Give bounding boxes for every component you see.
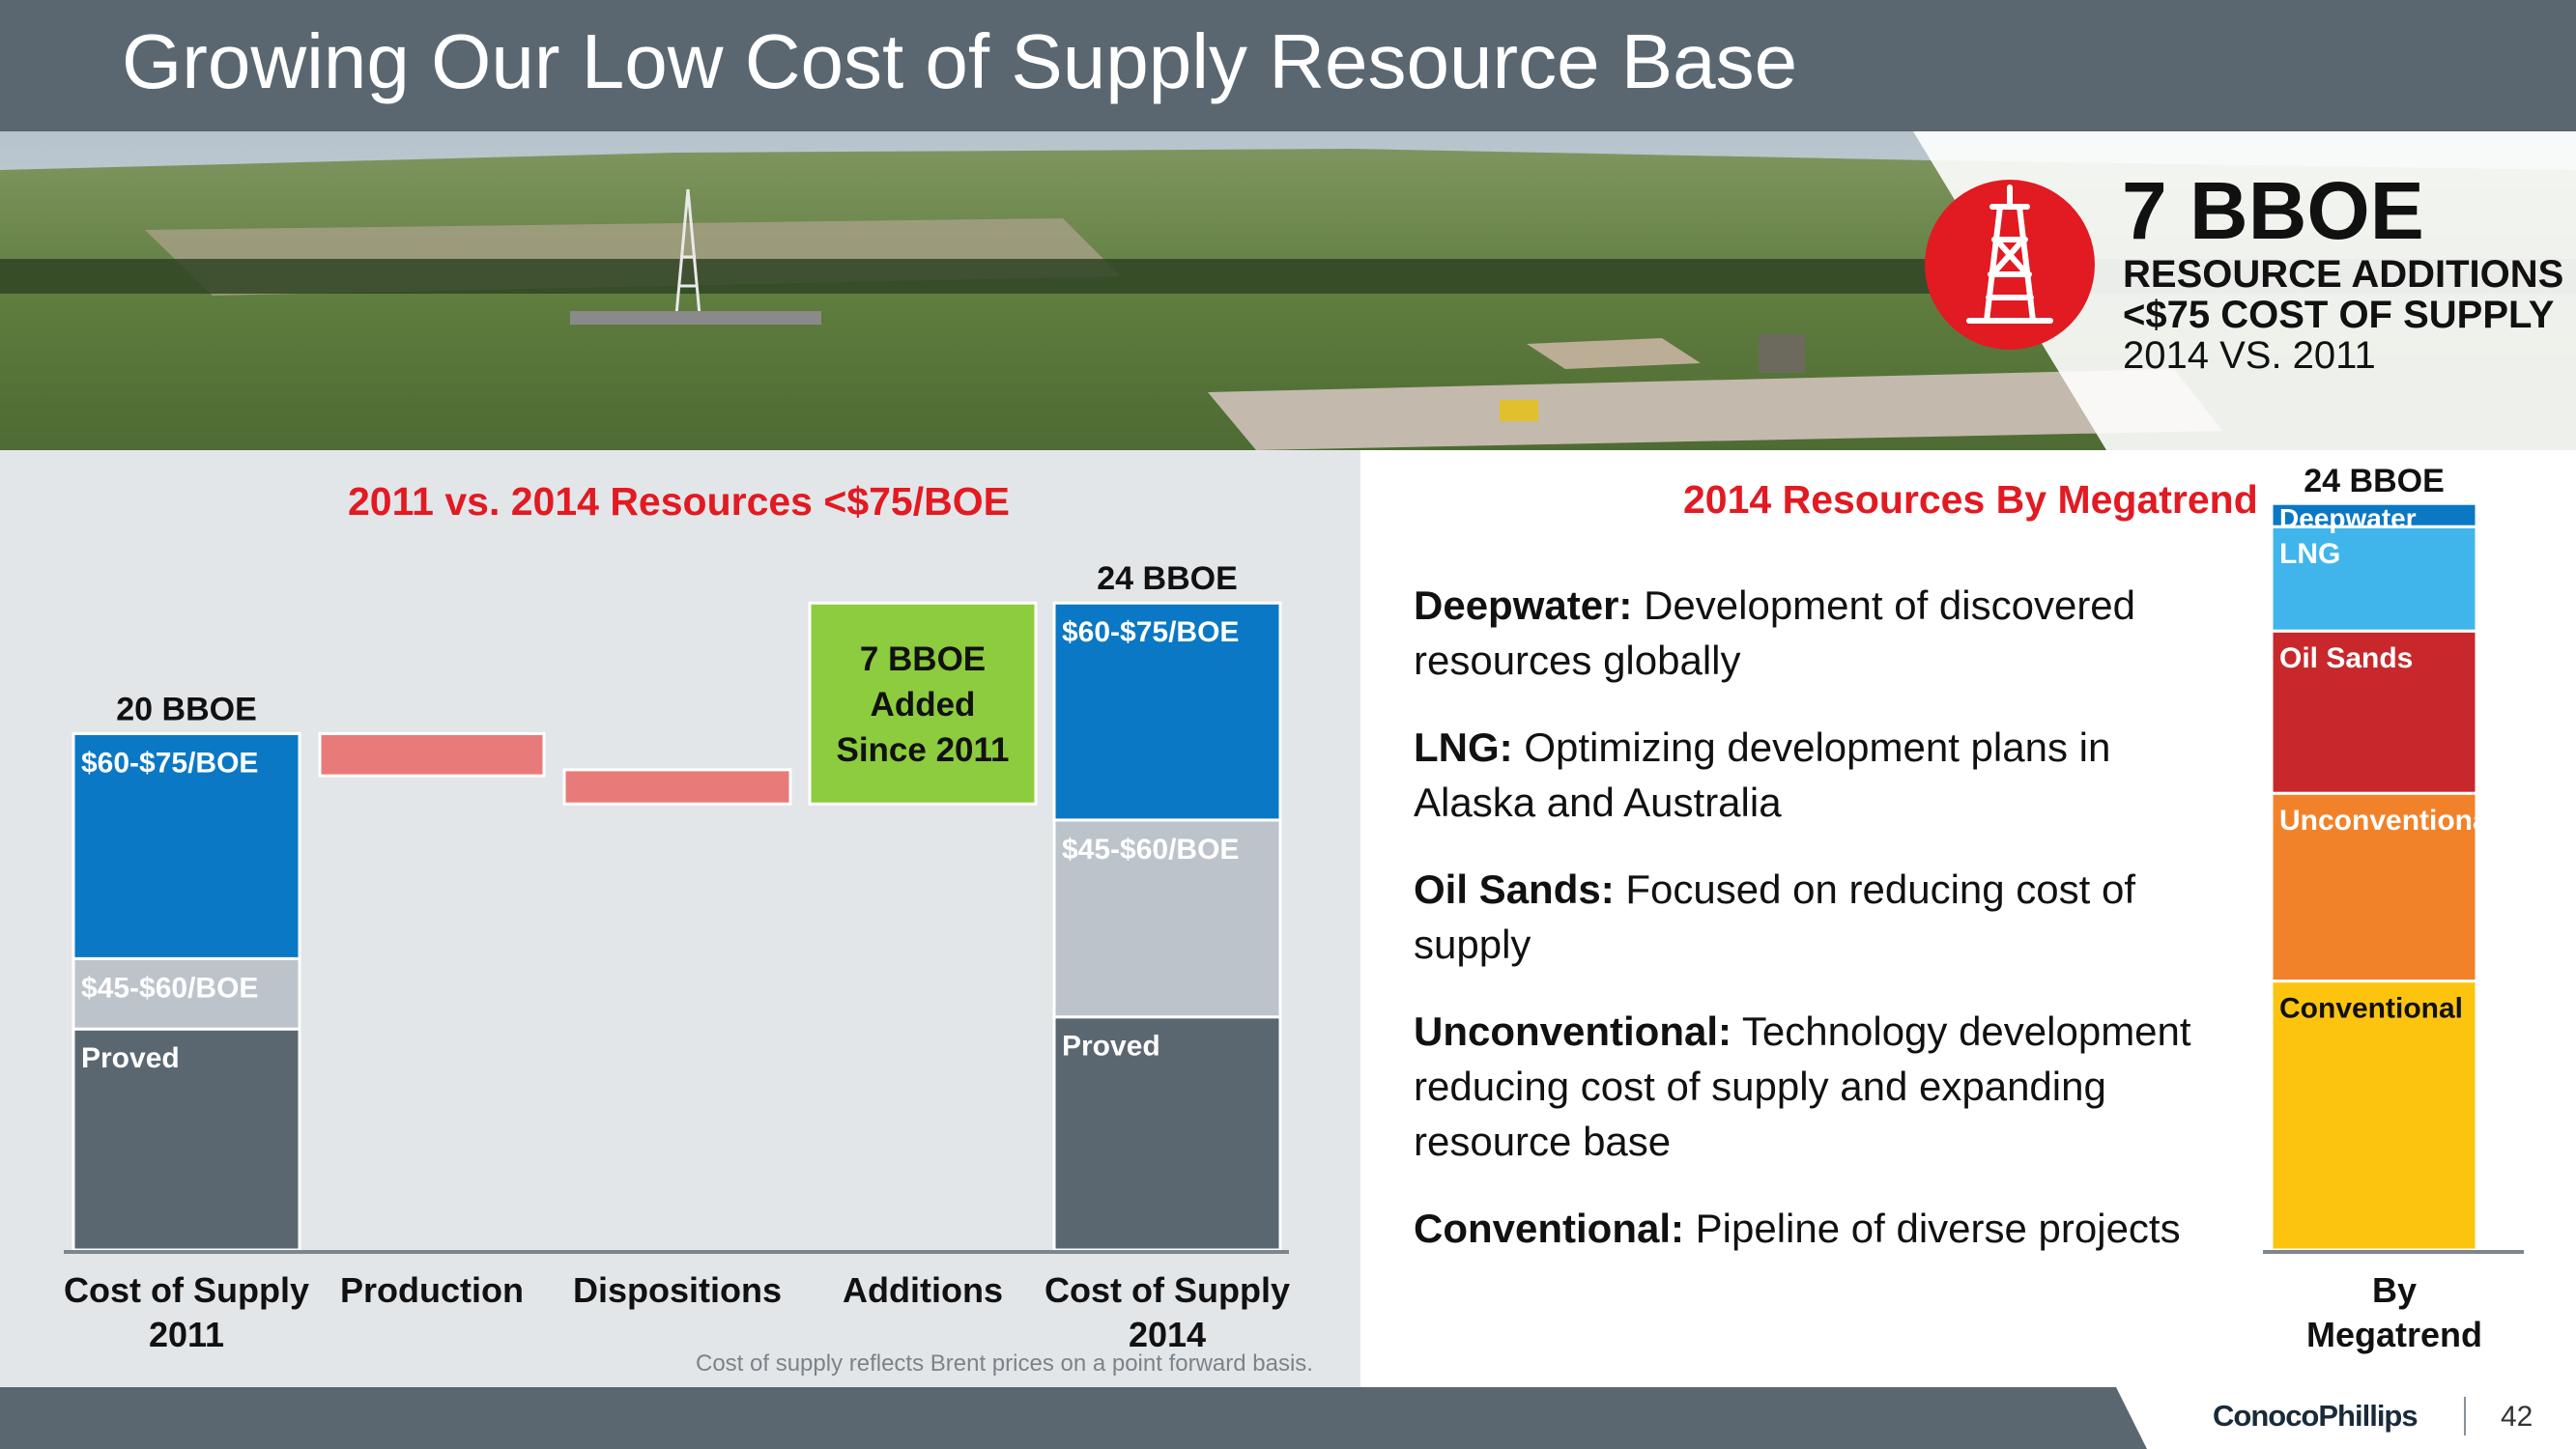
- footer-wedge: [2116, 1387, 2576, 1449]
- oil-rig-icon: [1925, 180, 2095, 350]
- left-chart-panel: [0, 450, 1360, 1387]
- callout-panel: [1913, 131, 2576, 450]
- company-logo: ConocoPhillips: [2213, 1399, 2419, 1433]
- megatrend-desc-conventional: Conventional: Pipeline of diverse projec…: [1414, 1206, 2181, 1251]
- waterfall-chart-title: 2011 vs. 2014 Resources <$75/BOE: [348, 479, 1010, 524]
- footnote: Cost of supply reflects Brent prices on …: [696, 1350, 1313, 1377]
- landscape-photo: [0, 131, 2576, 450]
- megatrend-desc-unconventional: Unconventional: Technology development r…: [1414, 1009, 2191, 1164]
- megatrend-desc-deepwater: Deepwater: Development of discovered res…: [1414, 582, 2136, 683]
- banner-photo: [0, 131, 2576, 450]
- title-bar: [0, 0, 2576, 131]
- footer-divider: [2464, 1397, 2466, 1435]
- megatrend-desc-lng: LNG: Optimizing development plans in Ala…: [1414, 724, 2111, 825]
- callout-line-3: 2014 VS. 2011: [2123, 334, 2376, 377]
- callout-line-2: <$75 COST OF SUPPLY: [2123, 294, 2555, 336]
- page-number: 42: [2501, 1401, 2533, 1433]
- callout-line-1: RESOURCE ADDITIONS: [2123, 253, 2564, 296]
- footer-bar: [0, 1387, 2576, 1449]
- slide-title: Growing Our Low Cost of Supply Resource …: [122, 18, 1798, 104]
- megatrend-desc-oil-sands: Oil Sands: Focused on reducing cost of s…: [1414, 867, 2136, 967]
- callout-headline: 7 BBOE: [2122, 165, 2424, 256]
- megatrend-chart-title: 2014 Resources By Megatrend: [1683, 477, 2258, 522]
